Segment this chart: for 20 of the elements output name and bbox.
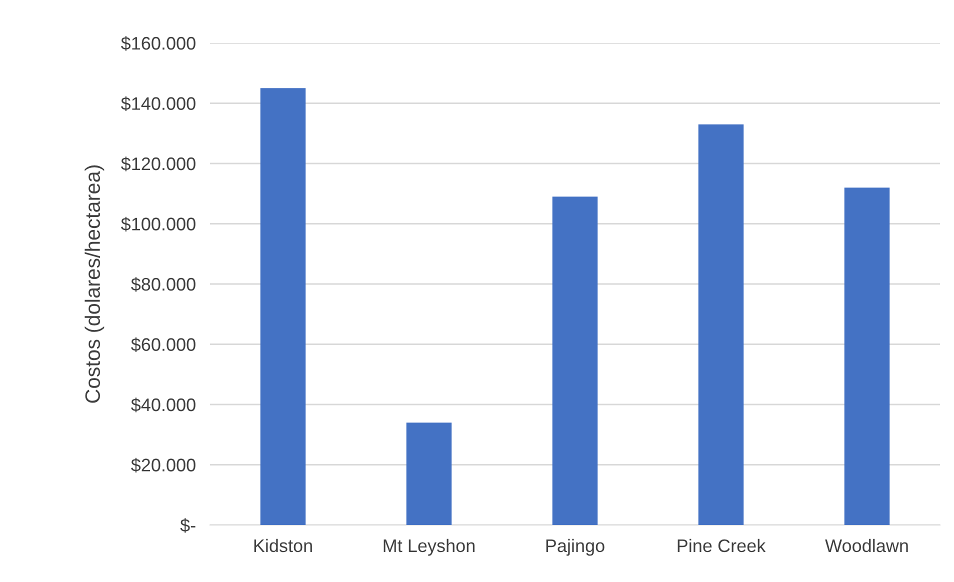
y-tick-label: $20.000 [131,458,196,473]
bar [552,196,598,525]
y-tick-label: $80.000 [131,277,196,292]
x-tick-label: Pajingo [546,538,604,556]
bar [260,88,306,525]
y-tick-label: $140.000 [121,96,196,112]
x-tick-label: Mt Leyshon [384,538,474,556]
y-tick-label: $60.000 [131,337,196,352]
y-tick-label: $40.000 [131,398,196,412]
y-tick-label: $160.000 [121,36,196,51]
y-tick-label: $120.000 [121,156,196,172]
y-axis-title: Costos (dolares/hectarea) [84,165,104,403]
bar [844,188,890,525]
y-tick-label: $100.000 [121,216,196,232]
x-tick-label: Kidston [254,538,312,552]
bar [698,124,744,525]
x-tick-label: Woodlawn [825,538,908,552]
x-tick-label: Pine Creek [678,538,766,552]
bar [406,422,452,525]
y-tick-label: $- [180,518,196,533]
